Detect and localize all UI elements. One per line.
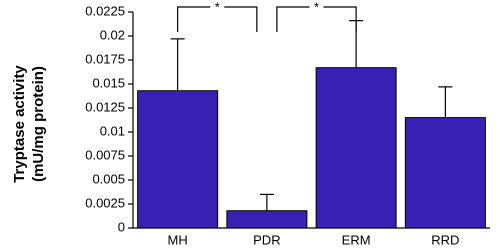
y-tick-label: 0.0075	[85, 147, 125, 162]
y-tick-label: 0.02	[100, 27, 125, 42]
y-label-group: Tryptase activity (mU/mg protein)	[11, 65, 47, 183]
bar	[404, 117, 486, 229]
star-bg	[309, 0, 324, 14]
y-tick-label: 0	[118, 219, 125, 234]
x-tick-label: RRD	[431, 232, 459, 247]
y-tick-label: 0.0125	[85, 99, 125, 114]
y-tick-label: 0.0025	[85, 195, 125, 210]
x-tick-label: MH	[168, 232, 188, 247]
star-bg	[210, 0, 225, 14]
significance-star: *	[314, 0, 319, 14]
y-tick-label: 0.015	[92, 75, 125, 90]
y-tick-label: 0.01	[100, 123, 125, 138]
bar	[315, 67, 397, 229]
x-tick-label: ERM	[342, 232, 371, 247]
significance-star: *	[215, 0, 220, 14]
y-tick-label: 0.0225	[85, 3, 125, 18]
bar	[226, 210, 308, 229]
x-tick-label: PDR	[253, 232, 280, 247]
y-axis-label: (mU/mg protein)	[30, 66, 47, 182]
y-tick-label: 0.0175	[85, 51, 125, 66]
bar	[137, 90, 219, 229]
y-tick-label: 0.005	[92, 171, 125, 186]
y-axis-label: Tryptase activity	[11, 65, 28, 183]
